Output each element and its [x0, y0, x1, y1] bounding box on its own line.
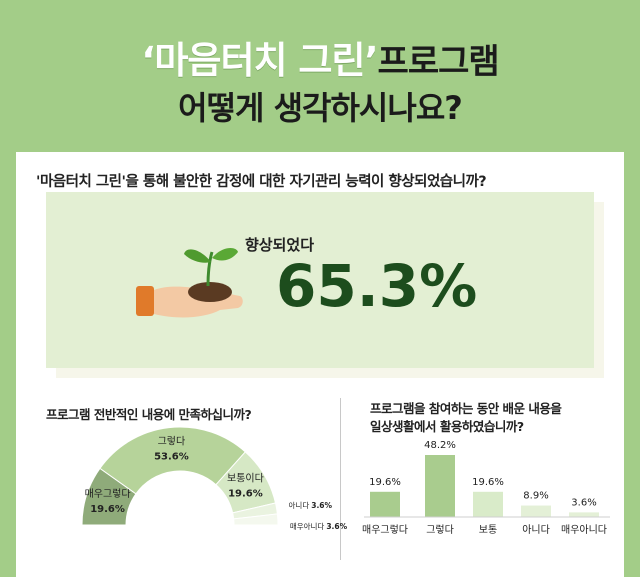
donut-small-label-4: 매우아니다 3.6%: [290, 521, 348, 531]
donut-small-label-3: 아니다 3.6%: [289, 500, 333, 510]
bar-value-label-0: 19.6%: [369, 477, 401, 488]
q3-question: 프로그램을 참여하는 동안 배운 내용을 일상생활에서 활용하였습니까?: [370, 400, 562, 436]
donut-slice-4: [233, 513, 279, 526]
headline-highlight: ‘마음터치 그린’: [141, 39, 378, 82]
donut-value-label-2: 19.6%: [228, 488, 263, 499]
hero-panel: [46, 192, 594, 368]
q3-question-line1: 프로그램을 참여하는 동안 배운 내용을: [370, 401, 562, 416]
section-divider: [340, 398, 341, 560]
bar-value-label-3: 8.9%: [523, 491, 548, 502]
headline-line1: ‘마음터치 그린’프로그램: [0, 30, 640, 84]
q1-answer-label: 향상되었다: [245, 236, 315, 254]
bar-category-label-1: 그렇다: [426, 523, 454, 536]
q2-question: 프로그램 전반적인 내용에 만족하십니까?: [46, 407, 252, 422]
headline-line2: 어떻게 생각하시나요?: [178, 89, 463, 127]
bar-category-label-4: 매우아니다: [561, 524, 607, 536]
bar-category-label-0: 매우그렇다: [362, 523, 408, 536]
bar-3: [521, 505, 551, 517]
q1-answer-value: 65.3%: [276, 252, 478, 320]
donut-value-label-1: 53.6%: [154, 451, 189, 462]
bar-4: [569, 512, 599, 517]
bar-category-label-3: 아니다: [522, 524, 550, 536]
bar-value-label-4: 3.6%: [571, 497, 596, 508]
donut-category-label-1: 그렇다: [158, 434, 186, 447]
bar-value-label-2: 19.6%: [472, 477, 504, 488]
donut-category-label-0: 매우그렇다: [85, 487, 131, 500]
bar-2: [473, 491, 503, 517]
headline-program: 프로그램: [377, 42, 500, 82]
donut-category-label-2: 보통이다: [227, 472, 264, 484]
q1-question: '마음터치 그린'을 통해 불안한 감정에 대한 자기관리 능력이 향상되었습니…: [36, 174, 487, 190]
bar-value-label-1: 48.2%: [424, 440, 456, 451]
bar-category-label-2: 보통: [479, 524, 497, 536]
bar-1: [425, 455, 455, 517]
donut-value-label-0: 19.6%: [90, 504, 125, 515]
donut-slice-1: [99, 426, 246, 495]
bar-0: [370, 491, 400, 517]
q3-question-line2: 일상생활에서 활용하였습니까?: [370, 419, 524, 434]
